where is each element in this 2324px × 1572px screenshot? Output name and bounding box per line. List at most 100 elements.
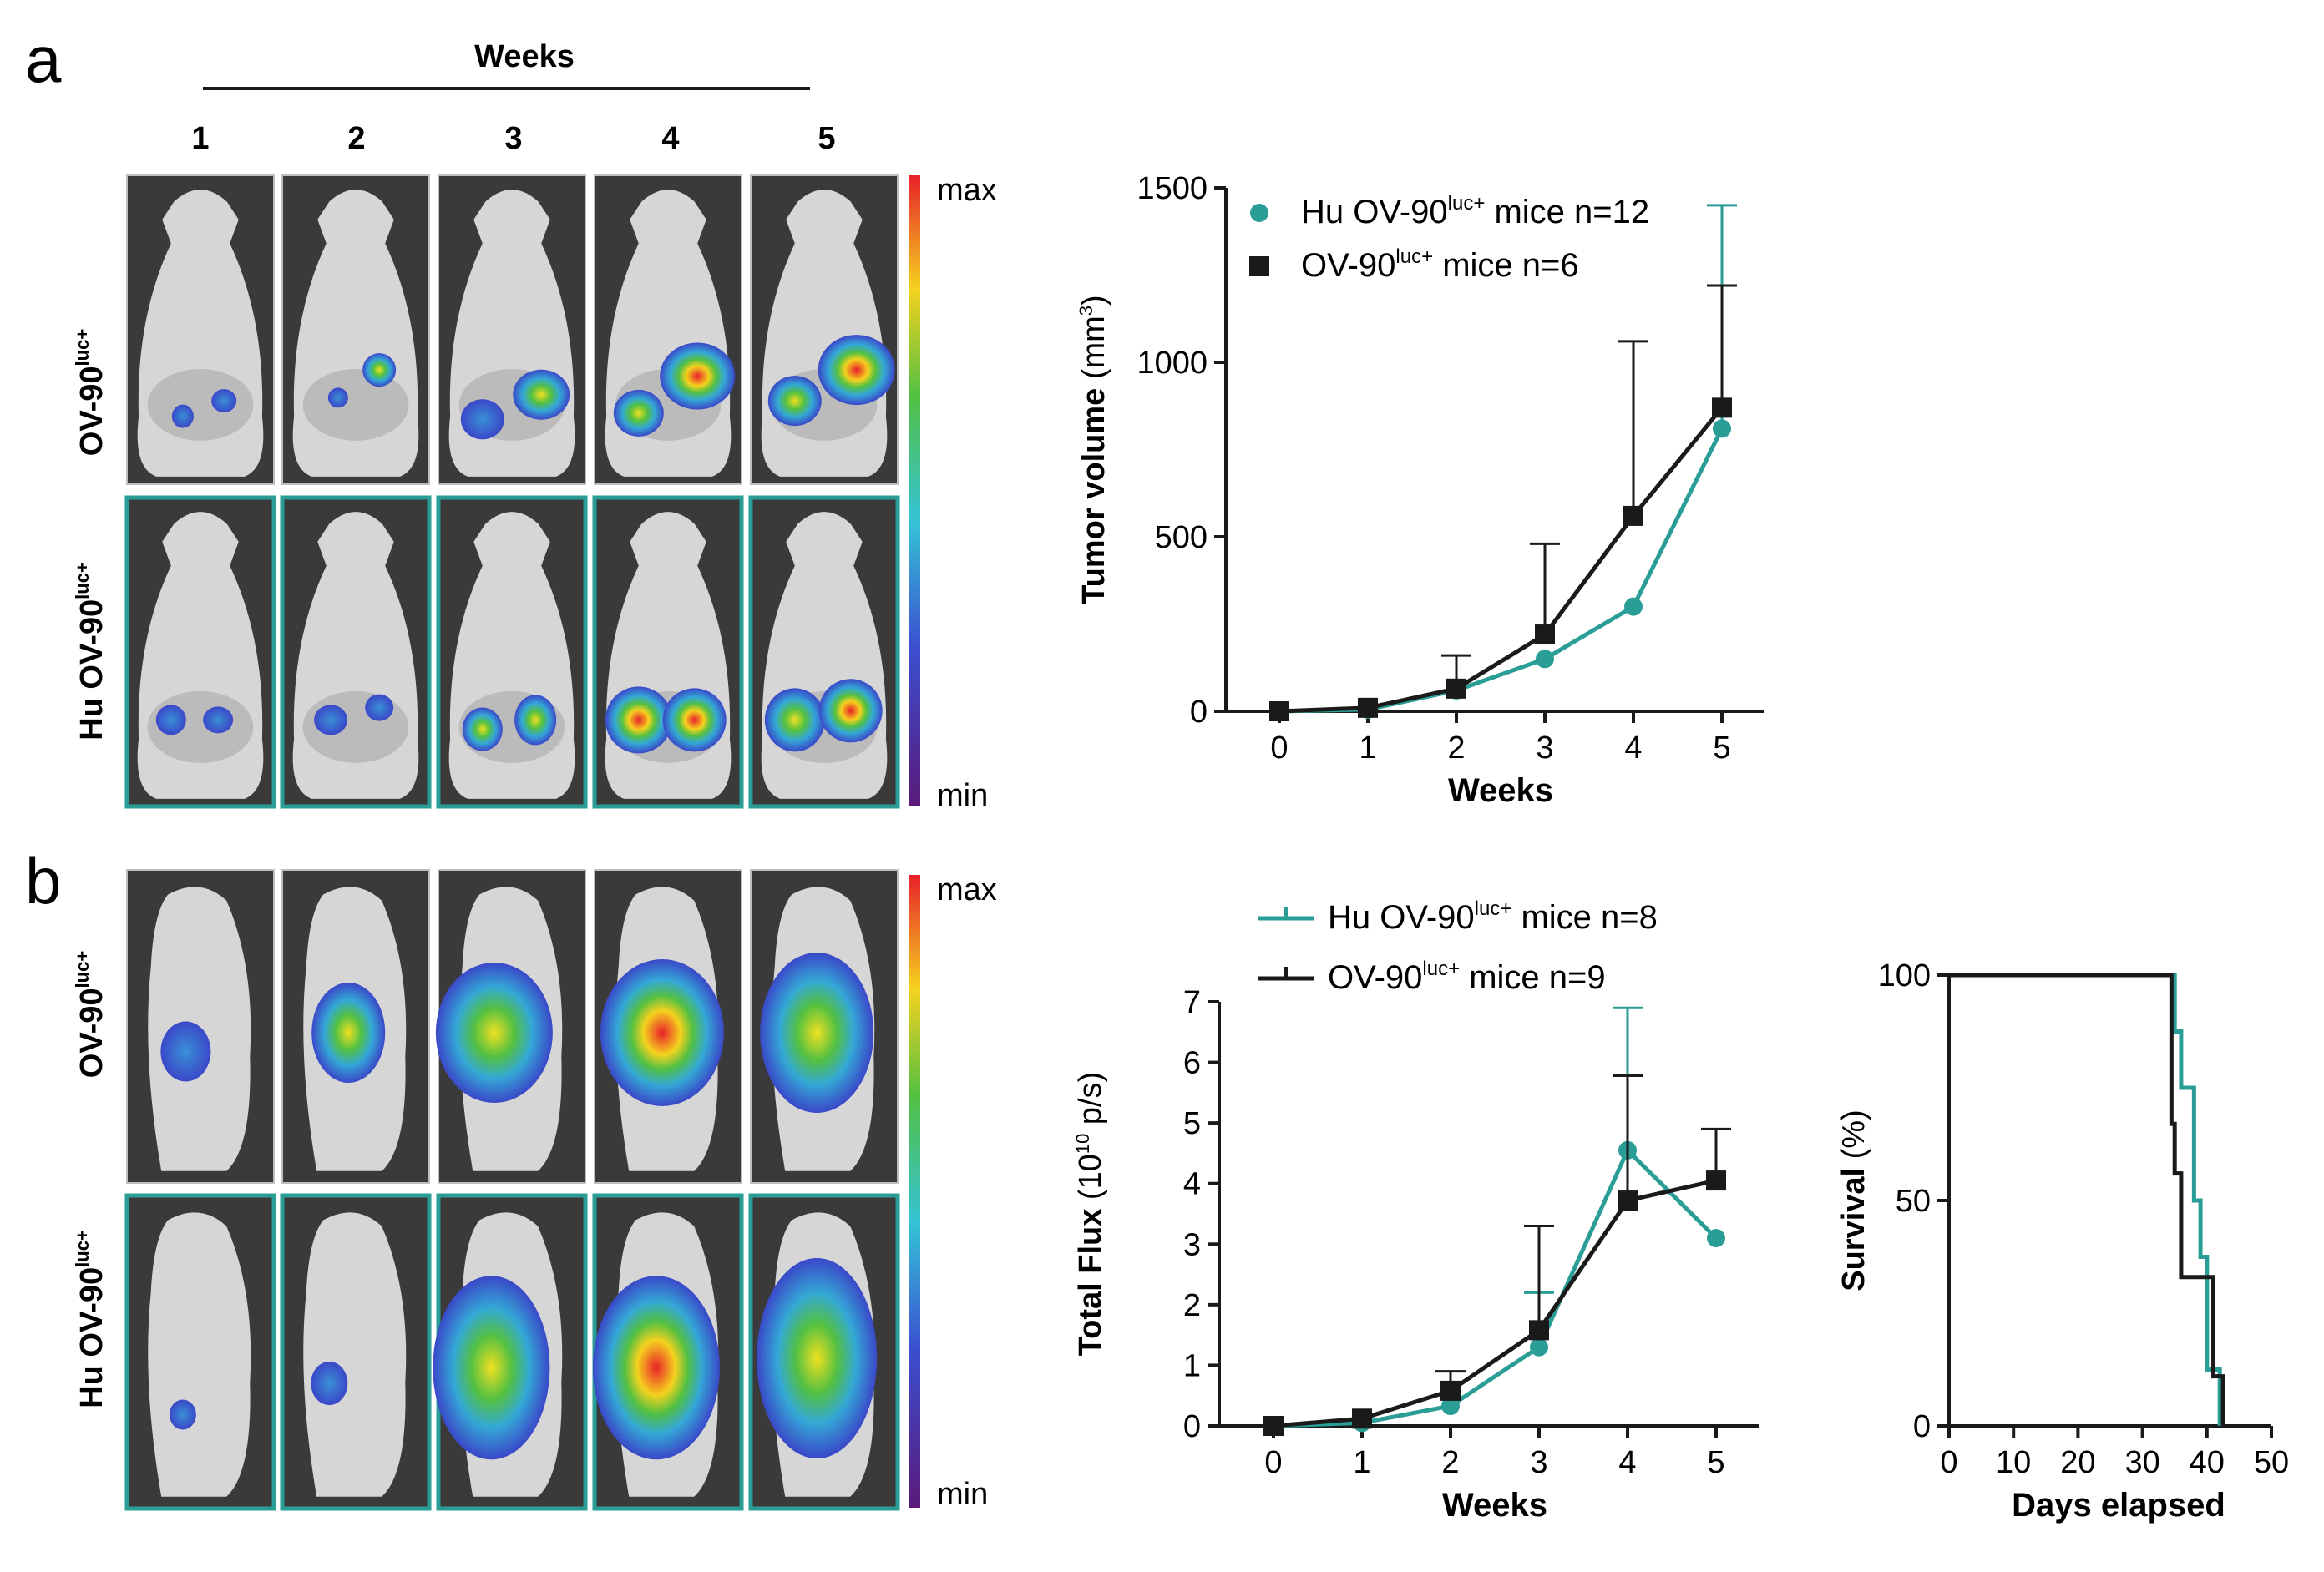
- survival-curve: [1949, 973, 2222, 1426]
- series-line: [1273, 1146, 1718, 1428]
- bioluminescence-signal: [592, 1276, 720, 1460]
- data-point: [1358, 697, 1378, 718]
- data-point: [1441, 1397, 1460, 1416]
- y-axis-label-unit: (mm: [1076, 316, 1111, 388]
- panel-b-row2-label: Hu OV-90luc+: [72, 1230, 109, 1408]
- data-point: [1536, 650, 1554, 669]
- y-tick-label: 2: [1183, 1288, 1201, 1323]
- bioluminescence-signal: [767, 376, 822, 427]
- bioluminescence-signal: [311, 1362, 348, 1405]
- legend-label: Hu OV-90luc+ mice n=8: [1328, 897, 1658, 936]
- y-axis-label-unit-end: p/s): [1073, 1072, 1108, 1134]
- row-label-sup: luc+: [72, 562, 93, 599]
- x-tick-label: 5: [1713, 730, 1730, 766]
- week-numbers: 1 2 3 4 5: [191, 121, 835, 156]
- bioluminescence-signal: [757, 1258, 878, 1458]
- mouse-image-tile: [280, 1193, 432, 1511]
- data-point: [1529, 1320, 1549, 1341]
- mouse-image-tile: [433, 1193, 588, 1511]
- panel-a-row1-label: OV-90luc+: [72, 329, 109, 456]
- y-axis-label-main: Total Flux: [1073, 1209, 1108, 1357]
- bioluminescence-signal: [160, 1021, 211, 1082]
- y-tick-label: 3: [1183, 1227, 1201, 1262]
- legend-label-suffix: mice n=8: [1511, 899, 1658, 936]
- week-number: 5: [818, 121, 835, 156]
- bioluminescence-signal: [613, 389, 664, 437]
- y-tick-label: 7: [1183, 985, 1201, 1020]
- row-label-base: OV-90: [74, 1267, 109, 1357]
- series-line: [1278, 406, 1724, 714]
- bioluminescence-signal: [314, 705, 348, 735]
- y-tick-label: 1: [1183, 1348, 1201, 1383]
- data-point: [1618, 1190, 1638, 1211]
- mouse-image-tile: [126, 869, 275, 1184]
- bioluminescence-signal: [513, 369, 570, 420]
- legend-label-prefix: OV-90: [1328, 959, 1422, 996]
- mouse-silhouette: [303, 1212, 407, 1497]
- y-axis-label-sup: 10: [1072, 1134, 1093, 1154]
- mouse-image-tile: [750, 869, 899, 1184]
- y-tick-label: 1500: [1137, 171, 1208, 206]
- y-tick-label: 0: [1913, 1409, 1931, 1444]
- mouse-image-tile: [281, 869, 430, 1184]
- bioluminescence-signal: [760, 953, 874, 1113]
- data-point: [1712, 397, 1732, 418]
- y-tick-label: 100: [1878, 958, 1931, 993]
- y-axis-label: Survival (%): [1836, 1109, 1871, 1291]
- y-axis-label-main: Tumor volume: [1076, 388, 1111, 604]
- total-flux-chart: 0 1 2 3 4 5 6 7 0 1 2 3 4 5 Weeks Total Flux (1010 p/s)…: [1072, 897, 1759, 1524]
- week-number: 1: [191, 121, 209, 156]
- data-point: [1624, 597, 1643, 616]
- survival-chart: 0 50 100 0 10 20 30 40 50 Days elapsed Survival (%…: [1836, 958, 2289, 1524]
- mouse-image-tile: [281, 174, 430, 485]
- bioluminescence-signal: [818, 335, 895, 406]
- panel-a-color-scale: [909, 175, 920, 806]
- x-tick-label: 4: [1618, 1445, 1636, 1480]
- bioluminescence-signal: [327, 387, 348, 408]
- mouse-image-tile: [750, 174, 899, 485]
- mouse-image-tile: [748, 1193, 900, 1511]
- data-point: [1352, 1408, 1372, 1429]
- x-tick-label: 0: [1270, 730, 1288, 766]
- legend-label-prefix: Hu OV-90: [1301, 194, 1448, 230]
- row-label-sup: luc+: [72, 1230, 93, 1267]
- panel-b-scale-max: max: [937, 872, 997, 907]
- panel-a-scale-min: min: [937, 778, 988, 813]
- y-axis-label: Tumor volume (mm3): [1076, 295, 1111, 604]
- y-tick-label: 1000: [1137, 346, 1208, 381]
- x-tick-label: 0: [1940, 1445, 1957, 1480]
- x-tick-label: 3: [1536, 730, 1553, 766]
- data-point: [1706, 1170, 1726, 1191]
- y-axis-label-main: Survival: [1836, 1168, 1871, 1291]
- data-point: [1530, 1337, 1548, 1357]
- bioluminescence-signal: [203, 706, 234, 734]
- legend-label-sup: luc+: [1395, 245, 1433, 268]
- y-tick-label: 0: [1190, 695, 1208, 730]
- data-point: [1446, 678, 1466, 699]
- panel-a-scale-max: max: [937, 173, 997, 208]
- x-tick-label: 50: [2254, 1445, 2289, 1480]
- series-line: [1273, 1178, 1717, 1428]
- bioluminescence-signal: [462, 707, 503, 751]
- bioluminescence-signal: [311, 983, 386, 1083]
- data-point: [1440, 1380, 1461, 1401]
- x-tick-label: 2: [1441, 1445, 1459, 1480]
- bioluminescence-signal: [662, 688, 727, 752]
- y-tick-label: 500: [1155, 520, 1208, 555]
- bioluminescence-signal: [155, 705, 186, 735]
- legend-label: OV-90luc+ mice n=9: [1328, 958, 1606, 996]
- y-tick-label: 4: [1183, 1167, 1201, 1202]
- legend-label-sup: luc+: [1422, 958, 1460, 980]
- y-tick-label: 5: [1183, 1106, 1201, 1141]
- mouse-image-tile: [124, 1193, 276, 1511]
- y-axis-label-unit-end: ): [1076, 295, 1111, 306]
- mouse-image-tile: [748, 495, 900, 809]
- x-tick-label: 40: [2190, 1445, 2225, 1480]
- legend-label: OV-90luc+ mice n=6: [1301, 245, 1579, 284]
- mouse-image-tile: [594, 869, 742, 1184]
- x-axis-label: Weeks: [1442, 1487, 1547, 1524]
- mouse-image-tile: [592, 495, 744, 809]
- row-label-base: OV-90: [74, 366, 109, 456]
